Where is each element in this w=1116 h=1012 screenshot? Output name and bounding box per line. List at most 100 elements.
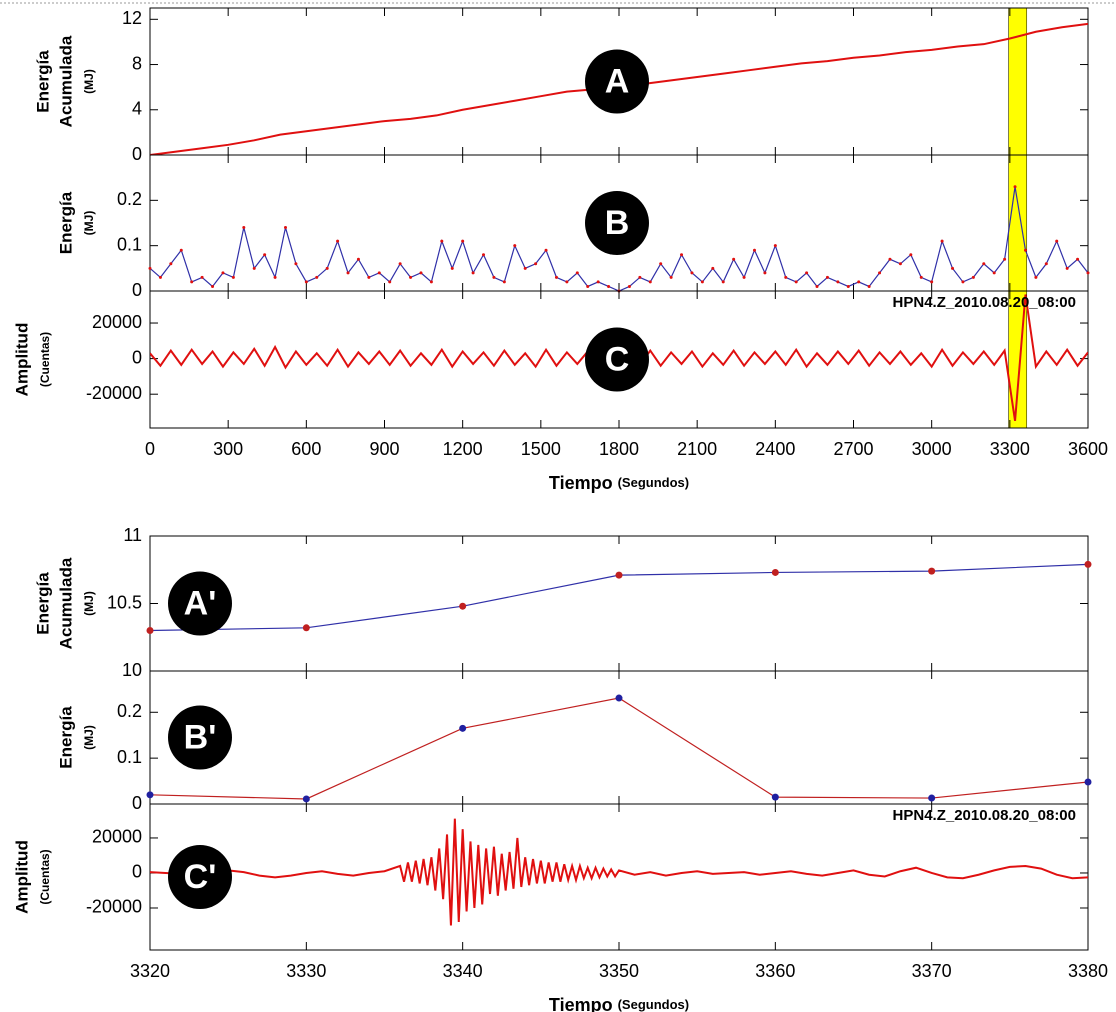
y-tick-label: 12 [122, 8, 142, 28]
panel-label: B [605, 204, 630, 242]
panel-badge [168, 845, 232, 909]
data-point [700, 280, 704, 284]
panel-badge [168, 705, 232, 770]
data-point [190, 280, 194, 284]
data-point [1065, 266, 1069, 270]
data-point [919, 275, 923, 279]
data-point [336, 239, 340, 243]
data-point [367, 275, 371, 279]
data-point [471, 271, 475, 275]
data-point [669, 275, 673, 279]
data-point [638, 275, 642, 279]
data-point [1055, 239, 1059, 243]
x-tick-label: 3330 [286, 961, 326, 981]
data-point [146, 791, 154, 799]
x-axis-label: Tiempo [549, 473, 613, 493]
y-axis-unit: (MJ) [82, 725, 96, 750]
data-point [461, 239, 465, 243]
x-tick-label: 1800 [599, 439, 639, 459]
y-axis-label: Acumulada [56, 557, 75, 649]
data-point [575, 271, 579, 275]
panel-frame [149, 670, 1089, 805]
data-point [1076, 257, 1080, 261]
y-axis-label: Energía [56, 706, 75, 769]
x-tick-label: 3380 [1068, 961, 1108, 981]
data-point [1034, 275, 1038, 279]
data-point [502, 280, 506, 284]
data-point [815, 284, 819, 288]
data-point [951, 266, 955, 270]
data-point [283, 226, 287, 230]
data-point [482, 253, 486, 257]
panel-label: B' [184, 718, 217, 756]
data-point [1013, 185, 1017, 189]
panel-badge [168, 571, 232, 636]
y-axis-unit: (MJ) [82, 591, 96, 616]
data-point [794, 280, 798, 284]
x-tick-label: 3360 [755, 961, 795, 981]
panel-badge [585, 49, 649, 114]
data-point [615, 571, 623, 579]
data-point [784, 275, 788, 279]
data-point [992, 271, 996, 275]
panel-badge [585, 191, 649, 255]
data-point [732, 257, 736, 261]
data-point [742, 275, 746, 279]
data-point [231, 275, 235, 279]
data-point [752, 248, 756, 252]
data-point [158, 275, 162, 279]
data-point [388, 280, 392, 284]
data-point [148, 266, 152, 270]
y-tick-label: -20000 [86, 383, 142, 403]
panel-label: C' [184, 858, 217, 896]
x-tick-label: 2700 [833, 439, 873, 459]
data-point [221, 271, 225, 275]
station-label: HPN4.Z_2010.08.20_08:00 [893, 807, 1076, 824]
data-point [836, 280, 840, 284]
x-axis-unit: (Segundos) [618, 997, 690, 1012]
data-point [857, 280, 861, 284]
data-point [565, 280, 569, 284]
y-axis-label: Energía [33, 50, 52, 113]
data-point [971, 275, 975, 279]
data-point [930, 280, 934, 284]
data-point [771, 793, 779, 801]
data-point [1086, 271, 1090, 275]
y-tick-label: 0 [132, 280, 142, 300]
data-point [459, 724, 467, 732]
x-tick-label: 300 [213, 439, 243, 459]
y-tick-label: 8 [132, 53, 142, 73]
data-point [898, 262, 902, 266]
x-axis-label: Tiempo [549, 995, 613, 1012]
x-tick-label: 3000 [912, 439, 952, 459]
y-axis-label: Amplitud [12, 840, 31, 914]
data-point [928, 794, 936, 802]
panel-label: A [605, 62, 630, 100]
data-point [961, 280, 965, 284]
data-point [1023, 248, 1027, 252]
data-point [200, 275, 204, 279]
data-point [377, 271, 381, 275]
data-point [586, 284, 590, 288]
panel-label: C [605, 340, 630, 378]
data-point [711, 266, 715, 270]
y-tick-label: 0.1 [117, 747, 142, 767]
data-point [325, 266, 329, 270]
data-point [615, 694, 623, 702]
x-tick-label: 600 [291, 439, 321, 459]
y-tick-label: 0 [132, 862, 142, 882]
data-point [825, 275, 829, 279]
data-point [294, 262, 298, 266]
data-point [356, 257, 360, 261]
data-point [1044, 262, 1048, 266]
data-point [940, 239, 944, 243]
data-point [252, 266, 256, 270]
highlight-band [1008, 7, 1028, 156]
data-point [721, 280, 725, 284]
y-tick-label: 11 [123, 525, 142, 545]
data-point [409, 275, 413, 279]
x-tick-label: 3370 [912, 961, 952, 981]
data-point [419, 271, 423, 275]
x-axis-title: Tiempo (Segundos) [549, 473, 689, 493]
